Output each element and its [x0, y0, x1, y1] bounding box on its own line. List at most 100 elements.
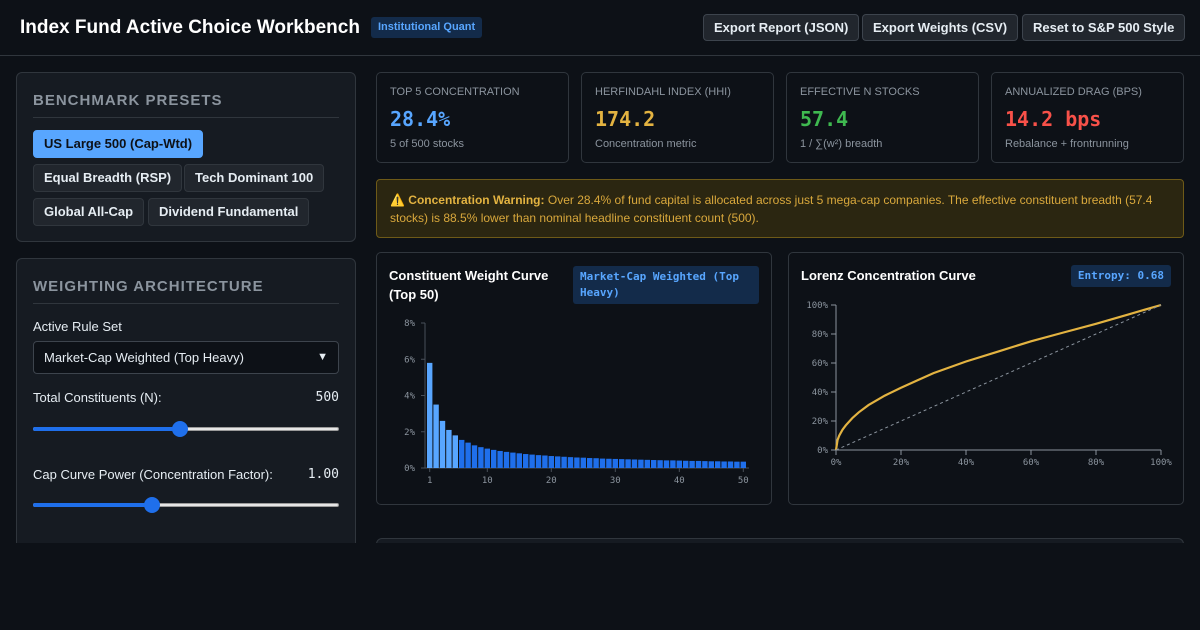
weight-bar — [491, 449, 497, 468]
weight-bar — [427, 362, 433, 468]
metric-sub: 5 of 500 stocks — [390, 138, 464, 150]
weight-bar — [638, 459, 644, 468]
weight-bar — [663, 460, 670, 468]
weight-bar — [561, 456, 567, 468]
metric-value: 174.2 — [595, 107, 656, 131]
weight-bar — [555, 456, 561, 468]
reset-button[interactable]: Reset to S&P 500 Style — [1022, 14, 1186, 41]
presets-title: BENCHMARK PRESETS — [33, 92, 223, 109]
weight-bar — [465, 442, 471, 468]
metric-value: 14.2 bps — [1005, 107, 1102, 131]
weight-bar — [734, 461, 740, 468]
weight-bar — [670, 460, 676, 468]
slider-fill — [33, 427, 180, 431]
x-tick-label: 40% — [958, 458, 975, 468]
weight-bar — [695, 460, 702, 468]
weight-bar — [631, 459, 638, 468]
x-tick-label: 40 — [674, 476, 685, 486]
app-title: Index Fund Active Choice Workbench — [20, 17, 360, 38]
weight-bar — [657, 460, 663, 468]
metric-sub: Rebalance + frontrunning — [1005, 138, 1129, 150]
y-tick-label: 60% — [812, 359, 829, 369]
concentration-warning: ⚠️ Concentration Warning: Over 28.4% of … — [376, 179, 1184, 238]
slider-thumb[interactable] — [171, 421, 188, 437]
metric-card-drag: ANNUALIZED DRAG (BPS) 14.2 bps Rebalance… — [991, 72, 1184, 163]
weight-bar — [523, 454, 529, 468]
metric-label: ANNUALIZED DRAG (BPS) — [1005, 86, 1142, 98]
metric-label: TOP 5 CONCENTRATION — [390, 86, 520, 98]
weighting-panel: WEIGHTING ARCHITECTURE Active Rule Set M… — [16, 258, 356, 558]
slider-fill — [33, 503, 153, 507]
chart-title-line: Constituent Weight Curve — [389, 268, 549, 283]
badge-line: Heavy) — [580, 286, 620, 299]
weight-bar — [510, 452, 516, 468]
y-tick-label: 4% — [404, 392, 415, 402]
y-tick-label: 2% — [404, 428, 415, 438]
weight-bar — [619, 459, 625, 468]
benchmark-presets-panel: BENCHMARK PRESETS US Large 500 (Cap-Wtd)… — [16, 72, 356, 242]
weight-bar — [708, 461, 714, 468]
badge-line: Market-Cap Weighted (Top — [580, 270, 739, 283]
divider — [33, 303, 339, 304]
chart-title: Constituent Weight Curve (Top 50) — [389, 266, 548, 304]
weight-bar — [651, 460, 657, 468]
tier-badge: Institutional Quant — [371, 17, 483, 38]
metric-value: 28.4% — [390, 107, 451, 131]
weight-bar — [683, 460, 689, 468]
weight-bar — [593, 458, 599, 468]
preset-us-large-500[interactable]: US Large 500 (Cap-Wtd) — [33, 130, 204, 158]
x-tick-label: 80% — [1088, 458, 1105, 468]
x-tick-label: 100% — [1150, 458, 1172, 468]
entropy-badge: Entropy: 0.68 — [1070, 265, 1171, 287]
x-tick-label: 10 — [482, 476, 493, 486]
weight-bar — [587, 458, 593, 468]
rule-set-value: Market-Cap Weighted (Top Heavy) — [44, 350, 244, 365]
weight-bar — [676, 460, 682, 468]
constituents-slider[interactable] — [33, 421, 339, 437]
weight-bar — [612, 458, 618, 468]
weight-bar — [567, 457, 574, 468]
warning-icon: ⚠️ — [390, 193, 405, 207]
lorenz-curve-chart: Lorenz Concentration Curve Entropy: 0.68… — [788, 252, 1184, 505]
weight-bar — [574, 457, 580, 468]
slider-thumb[interactable] — [144, 497, 161, 513]
weight-bar — [625, 459, 631, 468]
weight-bar — [439, 420, 446, 468]
rule-set-select[interactable]: Market-Cap Weighted (Top Heavy) ▼ — [33, 341, 339, 374]
metric-value: 57.4 — [800, 107, 849, 131]
weight-bar — [580, 457, 586, 468]
chevron-down-icon: ▼ — [317, 351, 328, 363]
export-report-button[interactable]: Export Report (JSON) — [703, 14, 860, 41]
metric-card-hhi: HERFINDAHL INDEX (HHI) 174.2 Concentrati… — [581, 72, 774, 163]
constituents-value: 500 — [315, 390, 339, 405]
weight-bar — [727, 461, 734, 468]
weight-bar — [459, 439, 465, 468]
y-tick-label: 80% — [812, 330, 829, 340]
y-tick-label: 6% — [404, 355, 415, 365]
weight-bar — [452, 435, 458, 468]
preset-equal-breadth[interactable]: Equal Breadth (RSP) — [33, 164, 183, 192]
weight-bar — [715, 461, 721, 468]
y-tick-label: 100% — [806, 301, 828, 311]
weight-bar — [740, 461, 746, 468]
weight-bar — [529, 454, 535, 468]
preset-dividend-fundamental[interactable]: Dividend Fundamental — [148, 198, 310, 226]
x-tick-label: 20 — [546, 476, 557, 486]
weight-bar — [702, 461, 708, 468]
preset-global-all-cap[interactable]: Global All-Cap — [33, 198, 145, 226]
x-tick-label: 1 — [427, 476, 432, 486]
power-slider[interactable] — [33, 497, 339, 513]
y-tick-label: 20% — [812, 417, 829, 427]
weight-bar — [721, 461, 727, 468]
y-tick-label: 0% — [817, 446, 828, 456]
weight-bar — [644, 459, 650, 468]
preset-tech-dominant[interactable]: Tech Dominant 100 — [184, 164, 325, 192]
weight-bar — [689, 460, 695, 468]
chart-title-line: (Top 50) — [389, 287, 439, 302]
export-weights-button[interactable]: Export Weights (CSV) — [862, 14, 1019, 41]
weight-bar — [446, 429, 452, 468]
y-tick-label: 0% — [404, 464, 415, 474]
lorenz-plot: 0% 20% 40% 60% 80% 100% 0% 20% 40% 60% 80% 100% — [806, 301, 1172, 468]
y-tick-label: 40% — [812, 388, 829, 398]
power-label: Cap Curve Power (Concentration Factor): — [33, 467, 273, 482]
